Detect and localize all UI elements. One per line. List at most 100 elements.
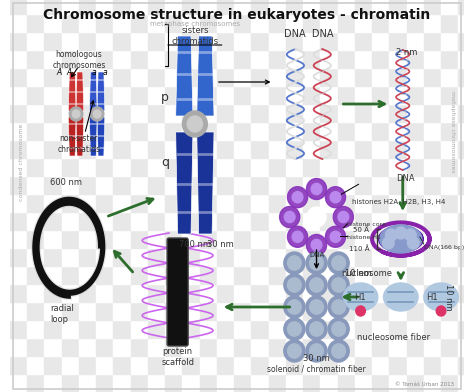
Bar	[424, 50, 441, 68]
Bar	[27, 86, 45, 104]
Bar	[441, 320, 458, 338]
Bar	[96, 32, 113, 50]
Bar	[148, 356, 165, 374]
Bar	[200, 212, 217, 230]
Circle shape	[332, 344, 346, 358]
Circle shape	[395, 227, 407, 239]
Bar	[200, 104, 217, 122]
Bar	[269, 158, 286, 176]
Bar	[441, 14, 458, 32]
Bar	[424, 0, 441, 14]
Bar	[148, 86, 165, 104]
Bar	[441, 176, 458, 194]
Bar	[320, 104, 337, 122]
Bar	[217, 158, 234, 176]
Bar	[62, 14, 79, 32]
Bar	[27, 140, 45, 158]
Bar	[79, 284, 96, 302]
Bar	[337, 68, 355, 86]
Bar	[269, 230, 286, 248]
Bar	[441, 0, 458, 14]
Bar	[10, 284, 27, 302]
Bar	[372, 374, 389, 392]
Bar	[79, 248, 96, 266]
Bar	[27, 14, 45, 32]
Bar	[251, 230, 269, 248]
Circle shape	[72, 110, 80, 118]
Bar	[251, 284, 269, 302]
Bar	[389, 32, 407, 50]
Bar	[458, 158, 474, 176]
Bar	[234, 266, 251, 284]
Text: 10 nm: 10 nm	[345, 270, 372, 278]
Bar	[424, 86, 441, 104]
Bar	[251, 104, 269, 122]
Bar	[458, 266, 474, 284]
Circle shape	[288, 278, 301, 292]
Bar	[407, 0, 424, 14]
Bar	[148, 140, 165, 158]
Bar	[182, 320, 200, 338]
Bar	[372, 266, 389, 284]
Bar	[424, 374, 441, 392]
Bar	[165, 374, 182, 392]
Bar	[251, 158, 269, 176]
Bar	[441, 32, 458, 50]
Circle shape	[383, 237, 394, 249]
Bar	[113, 68, 131, 86]
Bar	[407, 230, 424, 248]
Bar	[62, 212, 79, 230]
Bar	[372, 284, 389, 302]
Bar	[458, 374, 474, 392]
Bar	[79, 140, 96, 158]
Circle shape	[328, 318, 349, 340]
Bar	[303, 176, 320, 194]
Bar	[79, 320, 96, 338]
Bar	[407, 212, 424, 230]
Bar	[441, 158, 458, 176]
Bar	[10, 356, 27, 374]
Text: protein
scaffold: protein scaffold	[161, 347, 194, 367]
Bar	[165, 320, 182, 338]
Bar	[234, 176, 251, 194]
Bar	[96, 104, 113, 122]
Bar	[355, 0, 372, 14]
Bar	[320, 0, 337, 14]
Bar	[27, 374, 45, 392]
Bar	[131, 68, 148, 86]
Bar	[320, 194, 337, 212]
Bar	[200, 248, 217, 266]
Bar	[337, 158, 355, 176]
Bar	[407, 122, 424, 140]
Circle shape	[332, 256, 346, 270]
Bar	[269, 374, 286, 392]
Bar	[458, 104, 474, 122]
Bar	[62, 284, 79, 302]
Bar	[234, 158, 251, 176]
Bar	[458, 338, 474, 356]
Bar	[131, 32, 148, 50]
Bar	[62, 68, 79, 86]
Bar	[113, 320, 131, 338]
Bar	[113, 158, 131, 176]
Bar	[27, 230, 45, 248]
Ellipse shape	[288, 187, 308, 208]
Bar	[320, 284, 337, 302]
Bar	[131, 338, 148, 356]
Bar	[165, 122, 182, 140]
Bar	[234, 338, 251, 356]
Polygon shape	[197, 132, 214, 234]
Circle shape	[288, 300, 301, 314]
Bar	[320, 140, 337, 158]
Bar	[303, 122, 320, 140]
Bar	[62, 158, 79, 176]
Bar	[337, 140, 355, 158]
Bar	[320, 212, 337, 230]
Bar	[424, 14, 441, 32]
Bar	[131, 230, 148, 248]
Bar	[165, 338, 182, 356]
Bar	[182, 86, 200, 104]
Bar	[424, 284, 441, 302]
Bar	[286, 176, 303, 194]
Bar	[79, 302, 96, 320]
